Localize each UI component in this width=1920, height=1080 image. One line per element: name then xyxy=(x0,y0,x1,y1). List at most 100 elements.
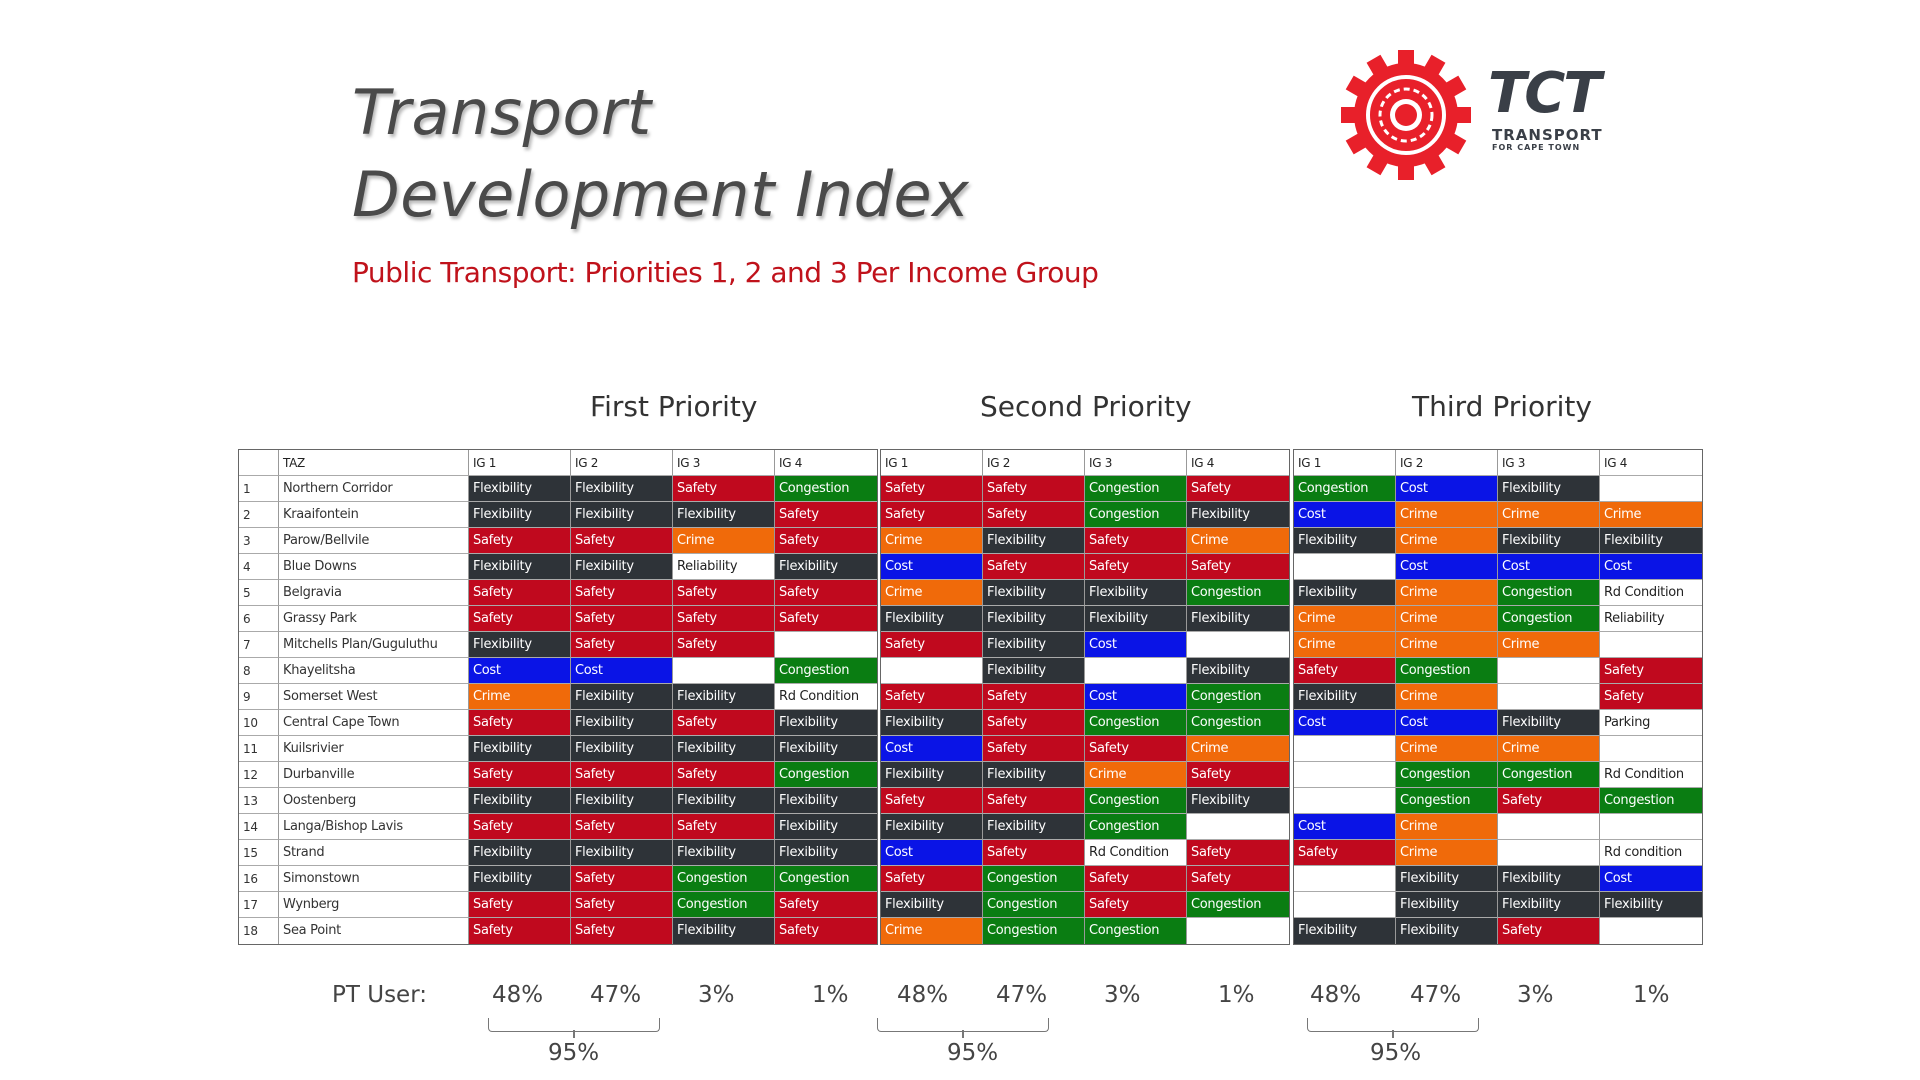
row-number: 17 xyxy=(239,892,279,918)
priority-cell: Safety xyxy=(1187,840,1289,866)
priority-cell: Safety xyxy=(571,918,673,944)
priority-cell: Cost xyxy=(1498,554,1600,580)
priority-cell: Safety xyxy=(983,736,1085,762)
priority-cell: Flexibility xyxy=(983,632,1085,658)
priority-cell xyxy=(1294,554,1396,580)
pt-total-third: 95% xyxy=(1370,1040,1422,1066)
taz-name: Kuilsrivier xyxy=(279,736,469,762)
priority-cell: Flexibility xyxy=(469,554,571,580)
taz-name: Grassy Park xyxy=(279,606,469,632)
priority-cell: Crime xyxy=(1396,840,1498,866)
priority-cell: Flexibility xyxy=(1498,892,1600,918)
priority-cell: Flexibility xyxy=(881,892,983,918)
priority-cell: Safety xyxy=(469,892,571,918)
page-subtitle: Public Transport: Priorities 1, 2 and 3 … xyxy=(352,256,1099,289)
row-number: 15 xyxy=(239,840,279,866)
table-row: 5 Belgravia Safety Safety Safety Safety xyxy=(239,580,877,606)
priority-cell: Flexibility xyxy=(469,632,571,658)
priority-cell: Flexibility xyxy=(983,580,1085,606)
priority-cell: Rd Condition xyxy=(775,684,877,710)
priority-cell: Flexibility xyxy=(983,658,1085,684)
table-row: Safety Congestion Safety Safety xyxy=(881,866,1289,892)
priority-cell: Flexibility xyxy=(673,684,775,710)
priority-cell: Safety xyxy=(1498,918,1600,944)
priority-cell: Safety xyxy=(1085,554,1187,580)
priority-cell: Flexibility xyxy=(881,814,983,840)
priority-cell: Cost xyxy=(1600,866,1702,892)
table-row: 17 Wynberg Safety Safety Congestion Safety xyxy=(239,892,877,918)
table-row: 4 Blue Downs Flexibility Flexibility Reliabi… xyxy=(239,554,877,580)
priority-cell: Flexibility xyxy=(673,502,775,528)
table-row: Flexibility Flexibility Flexibility xyxy=(1294,892,1702,918)
table-row: Flexibility Flexibility Safety xyxy=(1294,918,1702,944)
taz-name: Mitchells Plan/Guguluthu xyxy=(279,632,469,658)
priority-cell: Flexibility xyxy=(983,606,1085,632)
row-number: 9 xyxy=(239,684,279,710)
third-priority-table: IG 1 IG 2 IG 3 IG 4 Congestion Cost Flexibilit… xyxy=(1293,449,1703,945)
priority-cell: Flexibility xyxy=(673,918,775,944)
second-priority-title: Second Priority xyxy=(980,390,1192,423)
priority-cell: Flexibility xyxy=(571,502,673,528)
priority-cell: Cost xyxy=(571,658,673,684)
row-number: 11 xyxy=(239,736,279,762)
table-row: Crime Congestion Congestion xyxy=(881,918,1289,944)
priority-cell: Flexibility xyxy=(1396,892,1498,918)
table-row: Safety Congestion Safety xyxy=(1294,658,1702,684)
priority-cell: Congestion xyxy=(1498,580,1600,606)
priority-cell: Crime xyxy=(1187,528,1289,554)
table-row: 7 Mitchells Plan/Guguluthu Flexibility Safe… xyxy=(239,632,877,658)
priority-cell: Safety xyxy=(881,502,983,528)
priority-cell: Safety xyxy=(881,476,983,502)
priority-cell: Safety xyxy=(1187,762,1289,788)
taz-name: Parow/Bellvile xyxy=(279,528,469,554)
priority-cell: Crime xyxy=(469,684,571,710)
priority-cell xyxy=(1600,476,1702,502)
priority-cell: Safety xyxy=(1498,788,1600,814)
table-row: Safety Safety Congestion Flexibility xyxy=(881,502,1289,528)
priority-cell xyxy=(1498,840,1600,866)
priority-cell: Congestion xyxy=(673,866,775,892)
priority-cell: Flexibility xyxy=(775,736,877,762)
priority-cell: Safety xyxy=(673,762,775,788)
priority-cell: Congestion xyxy=(983,866,1085,892)
table-header-row: IG 1 IG 2 IG 3 IG 4 xyxy=(1294,450,1702,476)
priority-cell xyxy=(1600,814,1702,840)
table-row: Crime Flexibility Safety Crime xyxy=(881,528,1289,554)
table-row: Flexibility Flexibility Congestion xyxy=(881,814,1289,840)
row-number: 8 xyxy=(239,658,279,684)
taz-name: Wynberg xyxy=(279,892,469,918)
logo-line-2: FOR CAPE TOWN xyxy=(1492,143,1581,152)
table-row: Crime Crime Congestion Reliability xyxy=(1294,606,1702,632)
priority-cell: Safety xyxy=(983,710,1085,736)
second-priority-table: IG 1 IG 2 IG 3 IG 4 Safety Safety Congestion Sa… xyxy=(880,449,1290,945)
priority-cell: Congestion xyxy=(1085,502,1187,528)
priority-cell: Flexibility xyxy=(881,606,983,632)
priority-cell: Safety xyxy=(673,580,775,606)
priority-cell: Flexibility xyxy=(881,762,983,788)
priority-cell: Safety xyxy=(1187,476,1289,502)
priority-cell: Crime xyxy=(881,528,983,554)
pt-percent-third-ig1: 48% xyxy=(1310,982,1362,1008)
table-row: 13 Oostenberg Flexibility Flexibility Flexib… xyxy=(239,788,877,814)
priority-cell: Flexibility xyxy=(775,710,877,736)
priority-cell: Crime xyxy=(1396,606,1498,632)
column-header: IG 2 xyxy=(983,450,1085,476)
priority-cell: Safety xyxy=(469,762,571,788)
priority-cell: Flexibility xyxy=(571,736,673,762)
priority-cell: Flexibility xyxy=(1498,528,1600,554)
priority-cell: Flexibility xyxy=(1294,684,1396,710)
table-row: 6 Grassy Park Safety Safety Safety Safety xyxy=(239,606,877,632)
priority-cell: Crime xyxy=(1498,632,1600,658)
pt-total-first: 95% xyxy=(548,1040,600,1066)
priority-cell: Safety xyxy=(775,528,877,554)
priority-cell xyxy=(1187,918,1289,944)
priority-cell: Cost xyxy=(1294,814,1396,840)
first-priority-title: First Priority xyxy=(590,390,758,423)
priority-cell: Rd condition xyxy=(1600,840,1702,866)
table-row: Cost Safety Safety Safety xyxy=(881,554,1289,580)
priority-cell xyxy=(1294,892,1396,918)
priority-cell: Flexibility xyxy=(1396,866,1498,892)
tct-logo: TCT TRANSPORT FOR CAPE TOWN xyxy=(1336,50,1626,180)
priority-cell: Safety xyxy=(1187,554,1289,580)
taz-name: Somerset West xyxy=(279,684,469,710)
